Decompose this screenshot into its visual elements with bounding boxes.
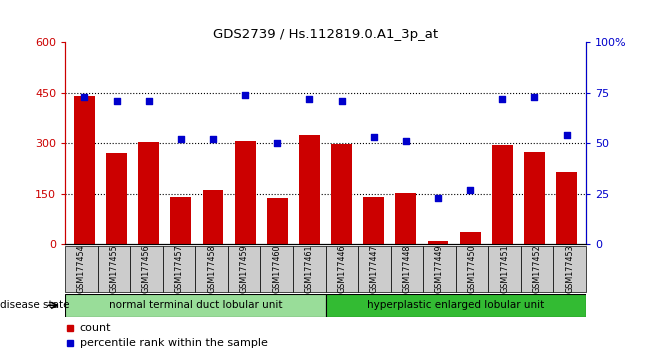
Bar (65, 246, 98, 292)
Bar (228, 246, 260, 292)
Text: disease state: disease state (0, 300, 70, 310)
Point (79, 94, 90, 100)
Bar (331, 144, 352, 244)
Point (176, 137, 186, 142)
Text: count: count (79, 322, 111, 332)
Text: GSM177454: GSM177454 (77, 245, 86, 293)
Text: GSM177455: GSM177455 (109, 245, 118, 293)
Text: GSM177448: GSM177448 (402, 245, 411, 293)
Text: GSM177457: GSM177457 (174, 245, 184, 293)
Point (465, 187, 475, 193)
Bar (74, 96, 95, 244)
Point (400, 138, 411, 144)
Text: percentile rank within the sample: percentile rank within the sample (79, 338, 268, 348)
Bar (488, 246, 521, 292)
Bar (98, 246, 130, 292)
Text: GSM177446: GSM177446 (337, 245, 346, 293)
Point (529, 94, 540, 100)
Bar (130, 246, 163, 292)
Bar (524, 152, 545, 244)
Text: GSM177451: GSM177451 (500, 245, 509, 293)
Bar (326, 246, 358, 292)
Bar (195, 246, 228, 292)
Bar (326, 294, 586, 317)
Bar (202, 190, 223, 244)
Point (111, 98, 122, 104)
Text: GSM177459: GSM177459 (240, 245, 249, 293)
Bar (171, 197, 191, 244)
Text: GSM177447: GSM177447 (370, 245, 379, 293)
Bar (423, 246, 456, 292)
Bar (428, 241, 449, 244)
Bar (553, 246, 586, 292)
Text: GSM177449: GSM177449 (435, 245, 444, 293)
Bar (293, 246, 326, 292)
Bar (363, 197, 384, 244)
Text: GSM177461: GSM177461 (305, 245, 314, 293)
Point (433, 195, 443, 201)
Bar (456, 246, 488, 292)
Bar (163, 246, 195, 292)
Text: GSM177458: GSM177458 (207, 245, 216, 293)
Text: GSM177452: GSM177452 (533, 245, 542, 293)
Point (304, 96, 314, 102)
Text: hyperplastic enlarged lobular unit: hyperplastic enlarged lobular unit (367, 300, 544, 310)
Point (143, 98, 154, 104)
Point (337, 98, 347, 104)
Text: GSM177450: GSM177450 (467, 245, 477, 293)
Bar (138, 142, 159, 244)
Point (240, 92, 251, 98)
Bar (299, 135, 320, 244)
Point (497, 96, 508, 102)
Bar (460, 233, 480, 244)
Bar (234, 141, 256, 244)
Title: GDS2739 / Hs.112819.0.A1_3p_at: GDS2739 / Hs.112819.0.A1_3p_at (213, 28, 438, 41)
Bar (556, 172, 577, 244)
Point (561, 132, 572, 138)
Bar (521, 246, 553, 292)
Text: GSM177453: GSM177453 (565, 245, 574, 293)
Text: GSM177456: GSM177456 (142, 245, 151, 293)
Text: normal terminal duct lobular unit: normal terminal duct lobular unit (109, 300, 282, 310)
Text: GSM177460: GSM177460 (272, 245, 281, 293)
Bar (492, 145, 513, 244)
Bar (106, 154, 127, 244)
Bar (358, 246, 391, 292)
Point (272, 141, 283, 146)
Bar (391, 246, 423, 292)
Bar (260, 246, 293, 292)
Bar (395, 193, 417, 244)
Bar (65, 294, 326, 317)
Point (208, 137, 218, 142)
Bar (267, 198, 288, 244)
Point (368, 135, 379, 140)
